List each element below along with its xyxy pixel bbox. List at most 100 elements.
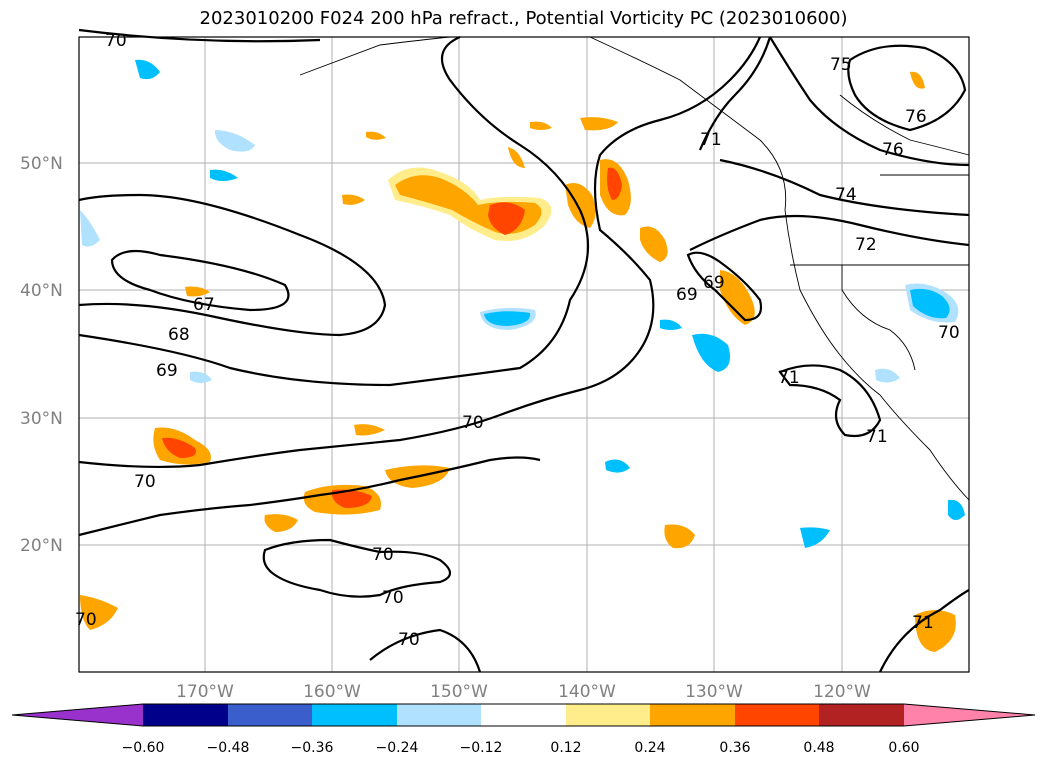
contour-70-main (78, 36, 762, 469)
colorbar-segment (566, 704, 650, 726)
pv-blob-negative (910, 288, 950, 319)
contour-labels: 70 67 68 69 70 70 70 70 70 70 71 71 71 7… (75, 31, 960, 650)
contour-label: 69 (703, 273, 725, 293)
pv-blob-positive (530, 121, 552, 130)
pv-blob-positive (488, 202, 525, 235)
pv-blob-negative (80, 210, 100, 247)
latitude-labels: 50°N 40°N 30°N 20°N (20, 154, 63, 556)
contour-label: 71 (866, 427, 888, 447)
contour-74 (719, 158, 970, 217)
pv-blob-negative (800, 527, 830, 548)
colorbar-tick: −0.60 (122, 740, 165, 756)
lon-label-120w: 120°W (813, 682, 871, 702)
pv-blob-positive (80, 595, 118, 630)
pv-blob-negative (210, 169, 238, 181)
pv-blob-positive (664, 524, 695, 549)
lon-label-160w: 160°W (303, 682, 361, 702)
colorbar-tick: −0.36 (291, 740, 334, 756)
contour-label: 70 (938, 323, 960, 343)
contour-label: 69 (676, 285, 698, 305)
contour-label: 70 (105, 31, 127, 51)
colorbar-segment (397, 704, 481, 726)
pv-blob-negative (484, 311, 531, 326)
contour-label: 69 (156, 361, 178, 381)
lat-label-30n: 30°N (20, 409, 63, 429)
pv-blob-positive (640, 226, 668, 262)
colorbar-segment (228, 704, 312, 726)
colorbar-segment (735, 704, 819, 726)
lat-label-40n: 40°N (20, 281, 63, 301)
contour-76 (847, 44, 967, 132)
colorbar-tick: −0.24 (376, 740, 419, 756)
contour-69-east (686, 251, 763, 322)
pv-blob-negative (214, 130, 255, 152)
contour-70-island (262, 538, 452, 598)
contour-70-lower (369, 628, 482, 673)
colorbar-segment (650, 704, 735, 726)
colorbar-segment (143, 704, 228, 726)
pv-blob-positive (607, 167, 622, 200)
contour-label: 70 (75, 610, 97, 630)
colorbar-segment (312, 704, 397, 726)
contour-label: 68 (168, 325, 190, 345)
pv-blob-positive (366, 131, 386, 140)
contour-label: 67 (193, 295, 215, 315)
colorbar-ticks: −0.60 −0.48 −0.36 −0.24 −0.12 0.12 0.24 … (122, 740, 920, 756)
lon-label-150w: 150°W (430, 682, 488, 702)
chart-title: 2023010200 F024 200 hPa refract., Potent… (199, 8, 848, 29)
contour-label: 70 (382, 588, 404, 608)
contour-lines (78, 28, 970, 673)
contour-label: 72 (855, 235, 877, 255)
colorbar-outline (11, 703, 1036, 727)
colorbar-tick: −0.48 (207, 740, 250, 756)
contour-label: 75 (830, 55, 852, 75)
contour-70-south (78, 456, 541, 537)
lat-label-20n: 20°N (20, 536, 63, 556)
colorbar-tick: 0.24 (634, 740, 665, 756)
pv-blob-positive (580, 117, 618, 131)
lon-label-130w: 130°W (685, 682, 743, 702)
lon-label-170w: 170°W (176, 682, 234, 702)
coastlines (299, 36, 970, 501)
contour-label: 70 (134, 472, 156, 492)
contour-label: 74 (835, 185, 857, 205)
colorbar-extend-min (12, 704, 143, 726)
pv-shading (80, 59, 965, 652)
contour-label: 70 (372, 545, 394, 565)
contour-label: 76 (882, 140, 904, 160)
pv-blob-positive (162, 437, 196, 458)
pv-blob-negative (660, 319, 682, 330)
pv-blob-negative (605, 459, 630, 473)
pv-blob-positive (910, 71, 925, 89)
contour-69 (78, 35, 590, 387)
pv-blob-positive (185, 286, 210, 297)
pv-blob-negative (692, 333, 731, 372)
map-border (78, 36, 970, 673)
pv-blob-positive (915, 610, 956, 652)
contour-label: 71 (700, 130, 722, 150)
pv-blob-positive (508, 147, 525, 168)
contour-label: 71 (778, 368, 800, 388)
colorbar-segment (819, 704, 904, 726)
contour-71-ne (698, 36, 772, 151)
pv-blob-positive (264, 514, 298, 532)
pv-blob-negative (190, 371, 212, 383)
pv-blob-positive (720, 270, 755, 325)
contour-75 (769, 36, 970, 167)
pv-blob-positive (342, 194, 365, 205)
contour-71-se (879, 589, 970, 673)
pv-blob-negative (948, 499, 965, 520)
pv-blob-positive (565, 182, 596, 228)
longitude-labels: 170°W 160°W 150°W 140°W 130°W 120°W (176, 682, 871, 702)
colorbar-segment (481, 704, 566, 726)
contour-67 (110, 249, 290, 312)
colorbar (11, 703, 1036, 727)
lat-label-50n: 50°N (20, 154, 63, 174)
contour-label: 70 (462, 413, 484, 433)
lon-label-140w: 140°W (558, 682, 616, 702)
colorbar-tick: 0.48 (803, 740, 834, 756)
pv-blob-positive (354, 424, 385, 436)
colorbar-tick: 0.36 (719, 740, 750, 756)
map-area (79, 37, 969, 672)
